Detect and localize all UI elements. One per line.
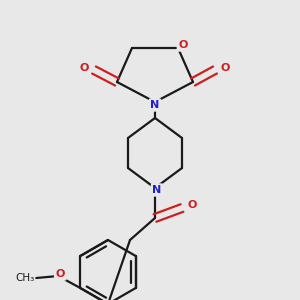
Text: O: O [79,63,89,73]
Text: N: N [150,100,160,110]
Text: O: O [178,40,188,50]
Text: O: O [56,269,65,279]
Text: O: O [220,63,230,73]
Text: CH₃: CH₃ [15,273,34,283]
Text: N: N [152,185,162,195]
Text: O: O [187,200,197,210]
